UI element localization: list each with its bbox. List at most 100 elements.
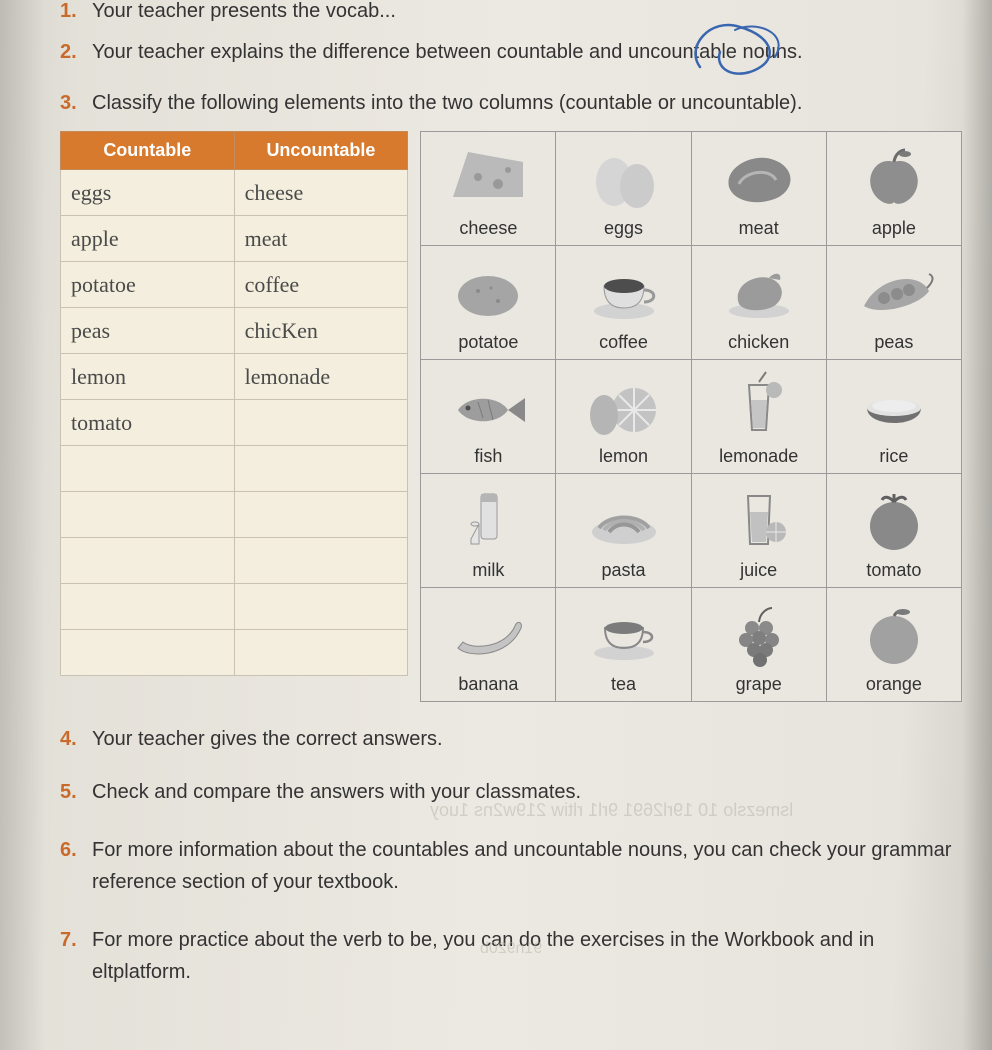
item-number: 7. bbox=[60, 924, 82, 956]
food-cell-milk: milk bbox=[421, 474, 556, 588]
cell-countable: potatoe bbox=[61, 262, 235, 308]
item-number: 1. bbox=[60, 0, 82, 23]
coffee-icon bbox=[558, 252, 688, 330]
bleed-through-text: lsmezslo 10 19rl2691 9rl1 rltiw 219w2ns … bbox=[430, 800, 793, 821]
table-row: lemonlemonade bbox=[61, 354, 408, 400]
rice-icon bbox=[829, 366, 959, 444]
list-item-3: 3. Classify the following elements into … bbox=[60, 92, 962, 115]
food-label: lemonade bbox=[694, 446, 824, 467]
food-cell-tea: tea bbox=[556, 588, 691, 702]
cell-countable: lemon bbox=[61, 354, 235, 400]
item-text: Your teacher presents the vocab... bbox=[92, 0, 396, 23]
food-cell-rice: rice bbox=[826, 360, 961, 474]
col-header-uncountable: Uncountable bbox=[234, 132, 408, 170]
table-row bbox=[61, 584, 408, 630]
food-label: fish bbox=[423, 446, 553, 467]
list-item-1: 1. Your teacher presents the vocab... bbox=[60, 0, 962, 23]
food-label: eggs bbox=[558, 218, 688, 239]
item-number: 5. bbox=[60, 781, 82, 804]
banana-icon bbox=[423, 594, 553, 672]
food-cell-coffee: coffee bbox=[556, 246, 691, 360]
food-cell-eggs: eggs bbox=[556, 132, 691, 246]
cell-uncountable bbox=[234, 492, 408, 538]
chicken-icon bbox=[694, 252, 824, 330]
cell-uncountable: lemonade bbox=[234, 354, 408, 400]
food-label: tea bbox=[558, 674, 688, 695]
food-cell-chicken: chicken bbox=[691, 246, 826, 360]
item-text: Classify the following elements into the… bbox=[92, 92, 802, 115]
cell-countable: peas bbox=[61, 308, 235, 354]
potato-icon bbox=[423, 252, 553, 330]
item-number: 3. bbox=[60, 92, 82, 115]
food-label: peas bbox=[829, 332, 959, 353]
cell-countable bbox=[61, 446, 235, 492]
cell-uncountable bbox=[234, 584, 408, 630]
lemon-icon bbox=[558, 366, 688, 444]
food-cell-meat: meat bbox=[691, 132, 826, 246]
table-row: peaschicKen bbox=[61, 308, 408, 354]
food-grid-row: milkpasta juicetomato bbox=[421, 474, 962, 588]
cell-uncountable: chicKen bbox=[234, 308, 408, 354]
food-label: tomato bbox=[829, 560, 959, 581]
cell-countable bbox=[61, 584, 235, 630]
food-grid-row: cheeseeggs meatapple bbox=[421, 132, 962, 246]
food-label: apple bbox=[829, 218, 959, 239]
juice-icon bbox=[694, 480, 824, 558]
food-grid-row: fishlemonlemonaderice bbox=[421, 360, 962, 474]
table-row: tomato bbox=[61, 400, 408, 446]
food-label: juice bbox=[694, 560, 824, 581]
table-row bbox=[61, 492, 408, 538]
food-cell-apple: apple bbox=[826, 132, 961, 246]
cell-uncountable: cheese bbox=[234, 170, 408, 216]
food-label: rice bbox=[829, 446, 959, 467]
cell-countable bbox=[61, 630, 235, 676]
item-text: Your teacher explains the difference bet… bbox=[92, 41, 803, 64]
food-label: grape bbox=[694, 674, 824, 695]
tea-icon bbox=[558, 594, 688, 672]
food-label: cheese bbox=[423, 218, 553, 239]
orange-icon bbox=[829, 594, 959, 672]
eggs-icon bbox=[558, 138, 688, 216]
grape-icon bbox=[694, 594, 824, 672]
food-cell-orange: orange bbox=[826, 588, 961, 702]
food-cell-peas: peas bbox=[826, 246, 961, 360]
table-row: applemeat bbox=[61, 216, 408, 262]
cell-uncountable bbox=[234, 630, 408, 676]
food-cell-juice: juice bbox=[691, 474, 826, 588]
item-number: 4. bbox=[60, 728, 82, 751]
food-grid-row: potatoecoffee chickenpeas bbox=[421, 246, 962, 360]
food-cell-banana: banana bbox=[421, 588, 556, 702]
cell-uncountable: meat bbox=[234, 216, 408, 262]
food-label: meat bbox=[694, 218, 824, 239]
cell-uncountable bbox=[234, 400, 408, 446]
cell-countable: eggs bbox=[61, 170, 235, 216]
item-text: For more information about the countable… bbox=[92, 834, 962, 898]
food-image-grid: cheeseeggsmeatapplepotatoecoffeechickenp… bbox=[420, 131, 962, 702]
pasta-icon bbox=[558, 480, 688, 558]
food-label: coffee bbox=[558, 332, 688, 353]
food-grid-row: bananatea grapeorange bbox=[421, 588, 962, 702]
list-item-4: 4. Your teacher gives the correct answer… bbox=[60, 728, 962, 751]
col-header-countable: Countable bbox=[61, 132, 235, 170]
food-label: banana bbox=[423, 674, 553, 695]
cell-uncountable bbox=[234, 538, 408, 584]
food-label: potatoe bbox=[423, 332, 553, 353]
list-item-6: 6. For more information about the counta… bbox=[60, 834, 962, 898]
food-label: pasta bbox=[558, 560, 688, 581]
cell-countable: apple bbox=[61, 216, 235, 262]
table-row: eggscheese bbox=[61, 170, 408, 216]
cell-uncountable bbox=[234, 446, 408, 492]
food-cell-pasta: pasta bbox=[556, 474, 691, 588]
table-row bbox=[61, 538, 408, 584]
apple-icon bbox=[829, 138, 959, 216]
table-row bbox=[61, 630, 408, 676]
peas-icon bbox=[829, 252, 959, 330]
classification-table: Countable Uncountable eggscheeseapplemea… bbox=[60, 131, 408, 676]
food-cell-lemon: lemon bbox=[556, 360, 691, 474]
item-text: Your teacher gives the correct answers. bbox=[92, 728, 443, 751]
food-cell-grape: grape bbox=[691, 588, 826, 702]
food-label: chicken bbox=[694, 332, 824, 353]
cell-countable bbox=[61, 492, 235, 538]
food-cell-cheese: cheese bbox=[421, 132, 556, 246]
food-label: milk bbox=[423, 560, 553, 581]
